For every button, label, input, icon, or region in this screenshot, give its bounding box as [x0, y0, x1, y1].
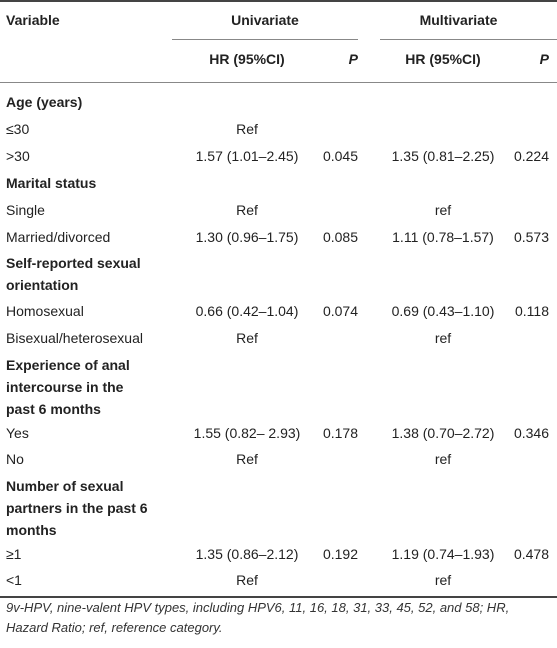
hr-univariate: Ref — [236, 202, 258, 218]
section-title-line: orientation — [6, 277, 79, 293]
hr-multivariate: ref — [434, 572, 452, 588]
multivariate-rule — [380, 39, 557, 40]
row-label: ≥1 — [6, 546, 22, 562]
hr-univariate: Ref — [236, 330, 258, 346]
table-row: ≥1 1.35 (0.86–2.12) 0.192 1.19 (0.74–1.9… — [0, 541, 557, 567]
row-label: Homosexual — [6, 303, 84, 319]
hr-univariate: 1.57 (1.01–2.45) — [195, 148, 299, 164]
section-title-partners: Number of sexual partners in the past 6 … — [6, 475, 148, 541]
section-title-anal: Experience of anal intercourse in the pa… — [6, 354, 130, 420]
section-title-line: months — [6, 522, 57, 538]
row-label: <1 — [6, 572, 22, 588]
row-label: No — [6, 451, 24, 467]
p-univariate: 0.074 — [322, 303, 358, 319]
table-row: Homosexual 0.66 (0.42–1.04) 0.074 0.69 (… — [0, 298, 557, 324]
hr-univariate: 1.35 (0.86–2.12) — [195, 546, 299, 562]
header-row-2: HR (95%CI) P HR (95%CI) P — [0, 46, 557, 72]
hr-multivariate: 1.19 (0.74–1.93) — [391, 546, 495, 562]
table-row: Yes 1.55 (0.82– 2.93) 0.178 1.38 (0.70–2… — [0, 420, 557, 446]
hr-univariate: 1.55 (0.82– 2.93) — [193, 425, 301, 441]
section-heading: Marital status — [0, 170, 557, 196]
table-row: Bisexual/heterosexual Ref ref — [0, 325, 557, 351]
p-multivariate: 0.478 — [513, 546, 549, 562]
table-row: <1 Ref ref — [0, 567, 557, 593]
table-row: Married/divorced 1.30 (0.96–1.75) 0.085 … — [0, 224, 557, 250]
row-label: Married/divorced — [6, 229, 111, 245]
header-p-multivariate: P — [539, 51, 549, 67]
hr-multivariate: ref — [434, 330, 452, 346]
row-label: >30 — [6, 148, 30, 164]
hr-univariate: Ref — [236, 121, 258, 137]
header-hr-univariate: HR (95%CI) — [209, 51, 285, 67]
header-row-1: Variable Univariate Multivariate — [0, 7, 557, 33]
header-p-univariate: P — [348, 51, 358, 67]
row-label: ≤30 — [6, 121, 30, 137]
section-title-line: past 6 months — [6, 401, 101, 417]
section-title-line: Experience of anal — [6, 357, 130, 373]
section-title-orientation: Self-reported sexual orientation — [6, 252, 141, 296]
header-bottom-rule — [0, 82, 557, 83]
hr-multivariate: ref — [434, 451, 452, 467]
p-univariate: 0.192 — [322, 546, 358, 562]
table-row: >30 1.57 (1.01–2.45) 0.045 1.35 (0.81–2.… — [0, 143, 557, 169]
hr-univariate: Ref — [236, 572, 258, 588]
header-univariate: Univariate — [231, 12, 299, 28]
table-row: No Ref ref — [0, 446, 557, 472]
header-variable: Variable — [6, 12, 60, 28]
hr-multivariate: ref — [434, 202, 452, 218]
p-univariate: 0.085 — [322, 229, 358, 245]
header-multivariate: Multivariate — [419, 12, 498, 28]
row-label: Bisexual/heterosexual — [6, 330, 143, 346]
table-bottom-rule — [0, 596, 557, 598]
p-multivariate: 0.346 — [513, 425, 549, 441]
table-footnote: 9v-HPV, nine-valent HPV types, including… — [6, 600, 510, 635]
p-univariate: 0.178 — [322, 425, 358, 441]
section-title-line: Number of sexual — [6, 478, 124, 494]
row-label: Single — [6, 202, 45, 218]
univariate-rule — [172, 39, 358, 40]
section-title-age: Age (years) — [6, 94, 83, 110]
header-hr-multivariate: HR (95%CI) — [405, 51, 481, 67]
p-univariate: 0.045 — [322, 148, 358, 164]
section-title-marital: Marital status — [6, 175, 97, 191]
hr-univariate: 1.30 (0.96–1.75) — [195, 229, 299, 245]
section-title-line: Self-reported sexual — [6, 255, 141, 271]
row-label: Yes — [6, 425, 29, 441]
table-row: Single Ref ref — [0, 197, 557, 223]
hr-univariate: 0.66 (0.42–1.04) — [195, 303, 299, 319]
table-top-rule — [0, 0, 557, 2]
hr-multivariate: 1.35 (0.81–2.25) — [391, 148, 495, 164]
hr-multivariate: 1.11 (0.78–1.57) — [392, 229, 494, 245]
hr-multivariate: 1.38 (0.70–2.72) — [391, 425, 495, 441]
p-multivariate: 0.573 — [513, 229, 549, 245]
table-row: ≤30 Ref — [0, 116, 557, 142]
section-title-line: partners in the past 6 — [6, 500, 148, 516]
section-heading: Age (years) — [0, 89, 557, 115]
hr-univariate: Ref — [236, 451, 258, 467]
hr-multivariate: 0.69 (0.43–1.10) — [391, 303, 495, 319]
p-multivariate: 0.224 — [513, 148, 549, 164]
p-multivariate: 0.118 — [515, 303, 549, 319]
section-title-line: intercourse in the — [6, 379, 124, 395]
